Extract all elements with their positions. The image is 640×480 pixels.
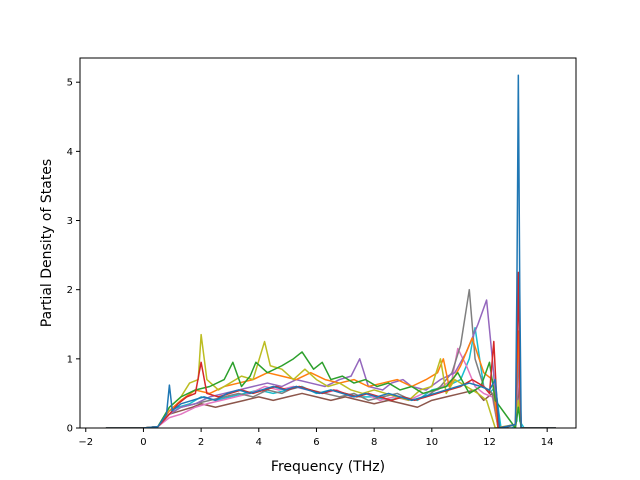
y-axis-ticks: 0 1 2 3 4 5 <box>67 78 80 435</box>
y-tick-label: 1 <box>67 354 73 365</box>
y-tick-label: 4 <box>67 147 73 158</box>
x-tick-label: 14 <box>541 437 554 448</box>
x-tick-label: 6 <box>313 437 319 448</box>
x-tick-label: 10 <box>425 437 438 448</box>
series-line-8 <box>105 351 556 428</box>
x-tick-label: 0 <box>140 437 146 448</box>
series-line-6 <box>105 330 556 428</box>
x-tick-label: 2 <box>198 437 204 448</box>
y-tick-label: 5 <box>67 78 73 89</box>
y-tick-label: 3 <box>67 216 73 227</box>
x-tick-label: 12 <box>483 437 496 448</box>
x-tick-label: 8 <box>371 437 377 448</box>
series-line-5 <box>105 299 556 428</box>
y-tick-label: 0 <box>67 424 73 435</box>
series-layer <box>105 74 556 428</box>
x-tick-label: 4 <box>256 437 262 448</box>
y-axis-label: Partial Density of States <box>39 159 55 327</box>
series-line-7 <box>105 333 556 428</box>
y-tick-label: 2 <box>67 285 73 296</box>
x-axis-ticks: −2 0 2 4 6 8 10 12 14 <box>78 428 554 448</box>
series-line-9 <box>105 271 556 428</box>
x-tick-label: −2 <box>78 437 93 448</box>
x-axis-label: Frequency (THz) <box>271 459 385 475</box>
series-line-10 <box>105 74 556 428</box>
axes-frame <box>79 57 577 429</box>
